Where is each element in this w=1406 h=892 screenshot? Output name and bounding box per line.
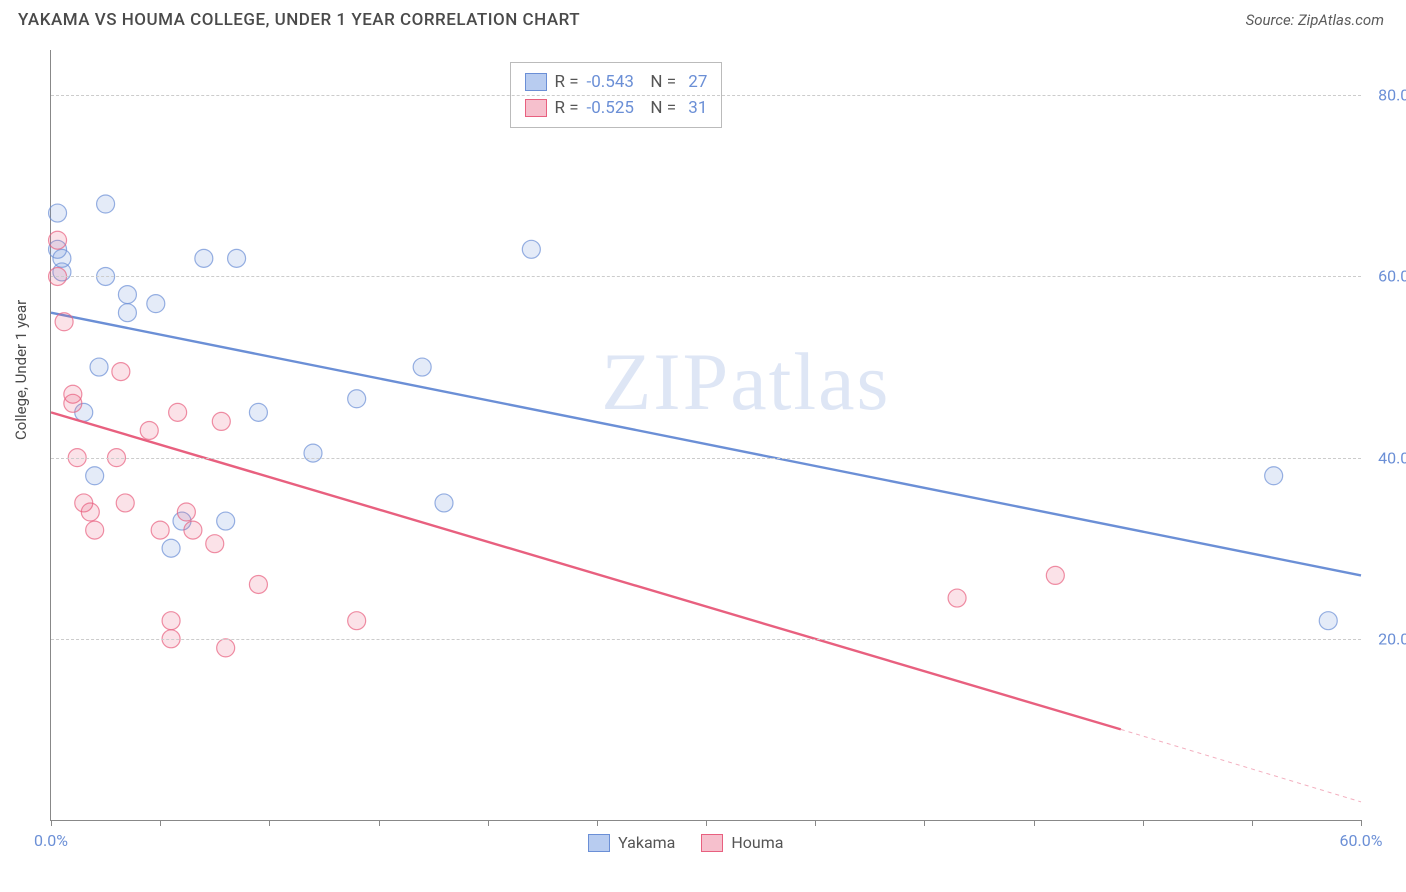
scatter-point (212, 412, 230, 430)
chart-plot-area: ZIPatlas R = -0.543 N = 27R = -0.525 N =… (50, 50, 1361, 821)
x-tick (924, 820, 925, 826)
scatter-point (1046, 566, 1064, 584)
x-tick (160, 820, 161, 826)
scatter-point (348, 390, 366, 408)
y-tick-label: 40.0% (1378, 448, 1406, 467)
scatter-point (140, 421, 158, 439)
scatter-point (522, 240, 540, 258)
series-legend-item: Houma (701, 833, 783, 852)
scatter-point (304, 444, 322, 462)
scatter-point (177, 503, 195, 521)
scatter-point (90, 358, 108, 376)
x-tick (51, 820, 52, 826)
gridline-h (51, 276, 1361, 277)
scatter-point (162, 539, 180, 557)
scatter-point (206, 535, 224, 553)
scatter-point (55, 313, 73, 331)
x-tick (815, 820, 816, 826)
scatter-point (97, 195, 115, 213)
stat-r-value: -0.525 (587, 95, 634, 121)
stat-r-label: R = (555, 69, 579, 95)
scatter-point (348, 612, 366, 630)
scatter-point (64, 394, 82, 412)
legend-swatch (525, 99, 547, 117)
chart-title: YAKAMA VS HOUMA COLLEGE, UNDER 1 YEAR CO… (18, 10, 580, 30)
scatter-point (118, 304, 136, 322)
stats-legend-row: R = -0.525 N = 31 (525, 95, 708, 121)
x-tick (597, 820, 598, 826)
y-tick-label: 60.0% (1378, 267, 1406, 286)
scatter-point (86, 521, 104, 539)
x-tick (1143, 820, 1144, 826)
legend-swatch (525, 73, 547, 91)
scatter-point (249, 575, 267, 593)
scatter-point (228, 249, 246, 267)
series-legend-item: Yakama (588, 833, 675, 852)
scatter-point (116, 494, 134, 512)
stat-n-label: N = (642, 69, 676, 95)
scatter-point (49, 231, 67, 249)
scatter-point (81, 503, 99, 521)
x-tick (1034, 820, 1035, 826)
legend-swatch (701, 834, 723, 852)
scatter-point (413, 358, 431, 376)
scatter-point (151, 521, 169, 539)
x-tick (1252, 820, 1253, 826)
stat-n-value: 27 (684, 69, 707, 95)
scatter-point (1319, 612, 1337, 630)
scatter-point (147, 295, 165, 313)
legend-swatch (588, 834, 610, 852)
scatter-point (435, 494, 453, 512)
trend-line (51, 313, 1361, 576)
gridline-h (51, 639, 1361, 640)
x-tick (488, 820, 489, 826)
stat-r-value: -0.543 (587, 69, 634, 95)
stats-legend-row: R = -0.543 N = 27 (525, 69, 708, 95)
scatter-point (1265, 467, 1283, 485)
scatter-point (162, 612, 180, 630)
gridline-h (51, 458, 1361, 459)
chart-source: Source: ZipAtlas.com (1246, 11, 1384, 29)
trend-line (51, 412, 1121, 729)
y-tick-label: 80.0% (1378, 86, 1406, 105)
scatter-point (948, 589, 966, 607)
series-legend-label: Houma (731, 833, 783, 852)
x-tick-label: 0.0% (34, 831, 68, 850)
scatter-point (249, 403, 267, 421)
series-legend: Yakama Houma (588, 833, 783, 852)
trend-line-dashed (1121, 729, 1361, 801)
gridline-h (51, 95, 1361, 96)
chart-svg (51, 50, 1361, 820)
stat-n-value: 31 (684, 95, 707, 121)
scatter-point (118, 286, 136, 304)
scatter-point (217, 512, 235, 530)
scatter-point (86, 467, 104, 485)
scatter-point (112, 363, 130, 381)
scatter-point (217, 639, 235, 657)
stat-r-label: R = (555, 95, 579, 121)
scatter-point (49, 204, 67, 222)
y-axis-label: College, Under 1 year (12, 300, 30, 440)
x-tick (1361, 820, 1362, 826)
x-tick-label: 60.0% (1340, 831, 1383, 850)
x-tick (706, 820, 707, 826)
scatter-point (195, 249, 213, 267)
stat-n-label: N = (642, 95, 676, 121)
y-tick-label: 20.0% (1378, 629, 1406, 648)
scatter-point (184, 521, 202, 539)
scatter-point (169, 403, 187, 421)
series-legend-label: Yakama (618, 833, 675, 852)
x-tick (379, 820, 380, 826)
x-tick (269, 820, 270, 826)
